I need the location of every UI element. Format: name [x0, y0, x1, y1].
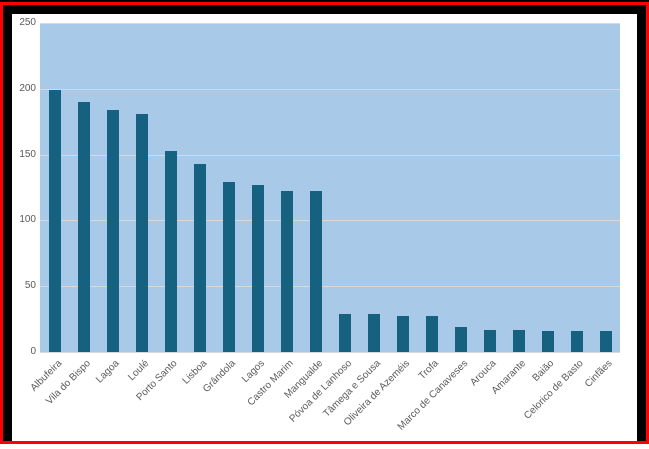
gridline-50: [40, 286, 620, 287]
gridline-100: [40, 220, 620, 221]
bar-Lagoa: [107, 110, 119, 352]
gridline-250: [40, 23, 620, 24]
bar-Mangualde: [310, 191, 322, 352]
y-tick-label-0: 0: [30, 346, 36, 357]
black-inner-frame: 0 50 100 150 200 250 Albufeira Vila do Bispo La…: [3, 5, 646, 441]
plot-area: [40, 23, 620, 353]
bar-Albufeira: [49, 90, 61, 352]
gridline-150: [40, 155, 620, 156]
bar-Castro Marim: [281, 191, 293, 352]
x-tick-label-Lagoa: Lagoa: [94, 358, 122, 386]
bar-Grândola: [223, 182, 235, 352]
bar-Celorico de Basto: [571, 331, 583, 352]
y-tick-label-150: 150: [19, 149, 36, 160]
bar-Lisboa: [194, 164, 206, 352]
bar-Arouca: [484, 330, 496, 352]
y-tick-label-250: 250: [19, 17, 36, 28]
bar-chart: 0 50 100 150 200 250 Albufeira Vila do Bispo La…: [12, 14, 637, 441]
bar-Vila do Bispo: [78, 102, 90, 352]
bar-Cinfães: [600, 331, 612, 352]
bar-Póvoa de Lanhoso: [339, 314, 351, 352]
bar-Oliveira de Azeméis: [397, 316, 409, 352]
x-tick-label-Cinfães: Cinfães: [583, 358, 615, 390]
bar-Loulé: [136, 114, 148, 352]
bar-Baião: [542, 331, 554, 352]
window-top-edge: [0, 0, 649, 2]
x-tick-label-Trofa: Trofa: [416, 358, 441, 383]
x-tick-label-Baião: Baião: [530, 358, 557, 384]
x-tick-label-Lagos: Lagos: [239, 358, 267, 386]
x-tick-label-Loulé: Loulé: [125, 358, 151, 384]
gridline-200: [40, 89, 620, 90]
y-tick-label-200: 200: [19, 83, 36, 94]
bar-Porto Santo: [165, 151, 177, 352]
bar-Trofa: [426, 316, 438, 352]
bar-Tâmega e Sousa: [368, 314, 380, 352]
bar-Amarante: [513, 330, 525, 352]
y-tick-label-50: 50: [24, 280, 36, 291]
y-tick-label-100: 100: [19, 214, 36, 225]
bar-Lagos: [252, 185, 264, 352]
bar-Marco de Canaveses: [455, 327, 467, 352]
